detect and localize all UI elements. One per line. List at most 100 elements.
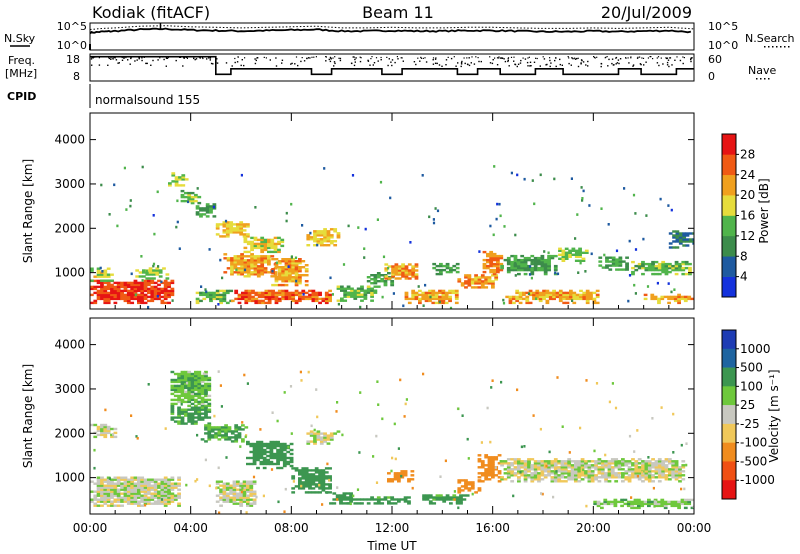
data-cell — [508, 299, 513, 303]
data-cell — [328, 295, 332, 299]
data-cell — [106, 492, 111, 495]
data-cell — [177, 416, 181, 419]
data-cell — [225, 235, 230, 238]
data-cell — [253, 242, 258, 246]
data-cell — [505, 295, 510, 299]
data-cell — [207, 416, 212, 419]
scatter-cell — [243, 373, 246, 377]
power-colorbar-segment — [722, 276, 736, 298]
data-cell — [517, 478, 521, 481]
nave-dot — [210, 62, 213, 65]
data-cell — [580, 474, 585, 477]
data-cell — [435, 494, 440, 497]
nave-dot — [237, 56, 239, 58]
data-cell — [96, 490, 101, 493]
data-cell — [673, 502, 678, 506]
data-cell — [328, 289, 332, 293]
data-cell — [345, 496, 350, 499]
data-cell — [610, 502, 614, 506]
data-cell — [528, 291, 533, 295]
scatter-cell — [93, 448, 96, 452]
data-cell — [484, 478, 489, 481]
data-cell — [96, 480, 101, 483]
data-cell — [653, 295, 658, 299]
data-cell — [604, 474, 608, 477]
data-cell — [150, 285, 155, 289]
data-cell — [324, 475, 329, 478]
scatter-cell — [313, 428, 316, 432]
data-cell — [424, 291, 429, 295]
data-cell — [167, 289, 171, 293]
scatter-cell — [379, 180, 383, 184]
data-cell — [370, 299, 374, 302]
data-cell — [373, 278, 378, 281]
data-cell — [222, 299, 227, 303]
scatter-cell — [331, 293, 334, 296]
data-cell — [263, 240, 268, 244]
scatter-cell — [218, 511, 221, 514]
data-cell — [120, 281, 124, 285]
data-cell — [163, 502, 168, 505]
data-cell — [664, 468, 669, 471]
data-cell — [661, 470, 666, 473]
data-cell — [535, 297, 540, 301]
data-cell — [260, 246, 265, 250]
data-cell — [387, 472, 391, 475]
data-cell — [281, 272, 286, 275]
data-cell — [93, 423, 98, 427]
data-cell — [678, 240, 683, 243]
data-cell — [339, 498, 343, 501]
data-cell — [252, 454, 257, 458]
data-cell — [100, 476, 104, 479]
data-cell — [510, 464, 515, 467]
data-cell — [533, 266, 538, 270]
nave-dot — [134, 60, 136, 62]
data-cell — [547, 472, 551, 475]
nave-dot — [141, 59, 143, 62]
data-cell — [276, 440, 280, 444]
data-cell — [397, 265, 402, 268]
scatter-cell — [326, 462, 329, 466]
data-cell — [543, 262, 548, 266]
data-cell — [515, 289, 520, 293]
data-cell — [678, 466, 682, 469]
data-cell — [215, 295, 220, 299]
data-cell — [194, 404, 198, 408]
data-cell — [190, 382, 195, 386]
data-cell — [581, 251, 586, 254]
data-cell — [503, 478, 508, 481]
data-cell — [520, 254, 525, 258]
data-cell — [260, 269, 265, 272]
data-cell — [459, 502, 463, 505]
data-cell — [564, 251, 569, 254]
data-cell — [253, 273, 258, 276]
data-cell — [321, 483, 326, 486]
scatter-cell — [499, 460, 502, 463]
power-colorbar-tick-label: 28 — [740, 147, 755, 161]
data-cell — [491, 274, 495, 277]
data-cell — [250, 255, 254, 258]
data-cell — [187, 370, 192, 374]
data-cell — [194, 382, 198, 386]
scatter-cell — [225, 456, 228, 459]
data-cell — [492, 252, 497, 256]
data-cell — [522, 293, 526, 297]
data-cell — [480, 466, 485, 469]
data-cell — [660, 297, 665, 301]
data-cell — [621, 268, 626, 271]
data-cell — [143, 289, 148, 293]
data-cell — [298, 295, 302, 299]
data-cell — [205, 205, 210, 208]
scatter-cell — [685, 463, 688, 467]
velocity-y-axis-label: Slant Range [km] — [21, 364, 35, 468]
data-cell — [184, 396, 188, 400]
data-cell — [167, 492, 171, 495]
data-cell — [400, 472, 405, 475]
data-cell — [621, 464, 625, 467]
scatter-cell — [607, 223, 610, 226]
nave-dot — [329, 60, 332, 63]
data-cell — [574, 472, 578, 475]
data-cell — [274, 295, 279, 299]
data-cell — [626, 504, 631, 508]
data-cell — [241, 428, 245, 431]
